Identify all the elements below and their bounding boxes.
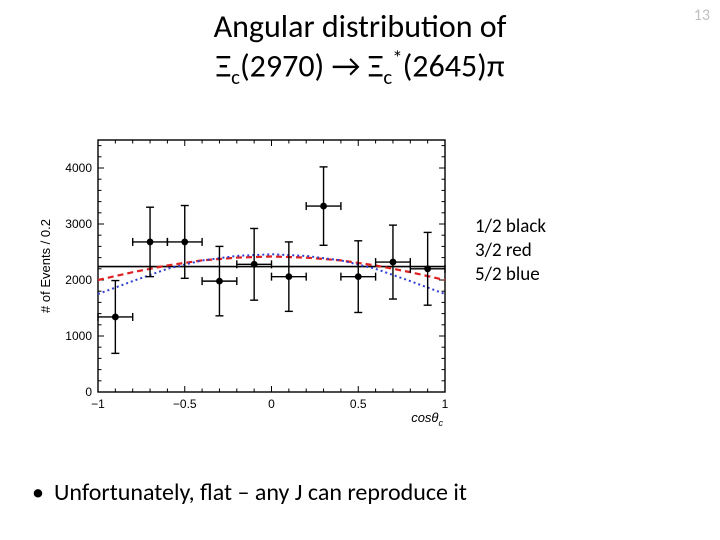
- svg-text:−1: −1: [91, 397, 105, 411]
- svg-text:3000: 3000: [65, 217, 92, 231]
- svg-text:# of Events / 0.2: # of Events / 0.2: [38, 219, 53, 313]
- title-line-2: Ξc(2970) → Ξc*(2645)π: [0, 46, 720, 90]
- bullet-point: •Unfortunately, flat – any J can reprodu…: [32, 478, 467, 507]
- svg-text:0: 0: [85, 385, 92, 399]
- svg-text:−0.5: −0.5: [173, 397, 197, 411]
- legend-half: 1/2 black: [475, 215, 546, 239]
- svg-text:0: 0: [268, 397, 275, 411]
- legend-three-half: 3/2 red: [475, 239, 546, 263]
- svg-text:cosθc: cosθc: [411, 410, 443, 428]
- title-line-1: Angular distribution of: [0, 8, 720, 46]
- slide-title: Angular distribution of Ξc(2970) → Ξc*(2…: [0, 8, 720, 90]
- chart-svg: −1 −0.5 0 0.5 1 0 1000 2000 3000 4000 # of Events …: [30, 130, 460, 430]
- bullet-text: Unfortunately, flat – any J can reproduc…: [54, 478, 467, 507]
- svg-text:1: 1: [442, 397, 449, 411]
- svg-text:0.5: 0.5: [350, 397, 367, 411]
- bullet-dot: •: [32, 478, 54, 507]
- svg-text:2000: 2000: [65, 273, 92, 287]
- fit-legend: 1/2 black 3/2 red 5/2 blue: [475, 215, 546, 286]
- legend-five-half: 5/2 blue: [475, 263, 546, 287]
- svg-text:4000: 4000: [65, 161, 92, 175]
- svg-text:1000: 1000: [65, 329, 92, 343]
- angular-distribution-chart: −1 −0.5 0 0.5 1 0 1000 2000 3000 4000 # of Events …: [30, 130, 460, 430]
